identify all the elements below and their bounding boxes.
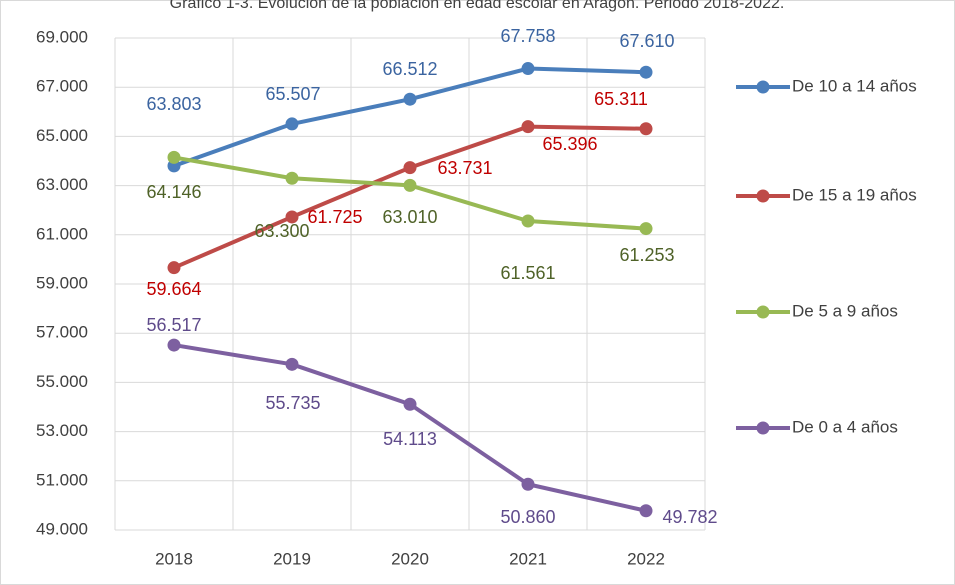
data-label: 67.758	[500, 26, 555, 46]
point	[285, 171, 299, 185]
point	[403, 92, 417, 106]
data-label: 55.735	[265, 393, 320, 413]
legend-label: De 15 a 19 años	[792, 185, 917, 204]
data-label: 64.146	[146, 182, 201, 202]
y-tick-label: 49.000	[36, 519, 88, 538]
point	[403, 397, 417, 411]
data-label: 61.561	[500, 263, 555, 283]
data-label: 56.517	[146, 315, 201, 335]
y-tick-label: 57.000	[36, 323, 88, 342]
point	[521, 120, 535, 134]
data-label: 50.860	[500, 507, 555, 527]
y-tick-label: 65.000	[36, 126, 88, 145]
data-label: 49.782	[662, 507, 717, 527]
x-tick-label: 2019	[273, 549, 311, 568]
x-tick-label: 2018	[155, 549, 193, 568]
data-label: 61.253	[619, 245, 674, 265]
point	[285, 357, 299, 371]
y-tick-label: 51.000	[36, 470, 88, 489]
data-label: 61.725	[307, 207, 362, 227]
chart-title: Gráfico 1-3. Evolución de la población e…	[170, 0, 785, 12]
point	[639, 504, 653, 518]
point	[639, 222, 653, 236]
legend-label: De 0 a 4 años	[792, 417, 898, 436]
data-label: 63.010	[382, 207, 437, 227]
y-tick-label: 61.000	[36, 224, 88, 243]
x-tick-label: 2020	[391, 549, 429, 568]
legend-label: De 5 a 9 años	[792, 301, 898, 320]
point	[285, 210, 299, 224]
point	[639, 65, 653, 79]
data-label: 63.300	[254, 221, 309, 241]
point	[403, 178, 417, 192]
point	[639, 122, 653, 136]
x-tick-label: 2022	[627, 549, 665, 568]
data-label: 65.311	[594, 89, 648, 109]
y-tick-label: 63.000	[36, 175, 88, 194]
legend-marker	[756, 189, 770, 203]
point	[521, 62, 535, 76]
point	[167, 150, 181, 164]
y-tick-label: 67.000	[36, 77, 88, 96]
legend-marker	[756, 421, 770, 435]
data-label: 59.664	[146, 279, 201, 299]
data-label: 66.512	[382, 59, 437, 79]
data-label: 63.731	[437, 158, 492, 178]
data-label: 65.507	[265, 84, 320, 104]
legend-marker	[756, 80, 770, 94]
point	[521, 477, 535, 491]
data-label: 63.803	[146, 94, 201, 114]
data-label: 65.396	[542, 134, 597, 154]
point	[403, 161, 417, 175]
y-tick-label: 53.000	[36, 421, 88, 440]
legend-marker	[756, 305, 770, 319]
y-tick-label: 69.000	[36, 27, 88, 46]
x-tick-label: 2021	[509, 549, 547, 568]
y-tick-label: 59.000	[36, 273, 88, 292]
point	[167, 338, 181, 352]
point	[167, 261, 181, 275]
point	[521, 214, 535, 228]
data-label: 54.113	[383, 429, 437, 449]
legend-label: De 10 a 14 años	[792, 76, 917, 95]
data-label: 67.610	[619, 31, 674, 51]
point	[285, 117, 299, 131]
y-tick-label: 55.000	[36, 372, 88, 391]
